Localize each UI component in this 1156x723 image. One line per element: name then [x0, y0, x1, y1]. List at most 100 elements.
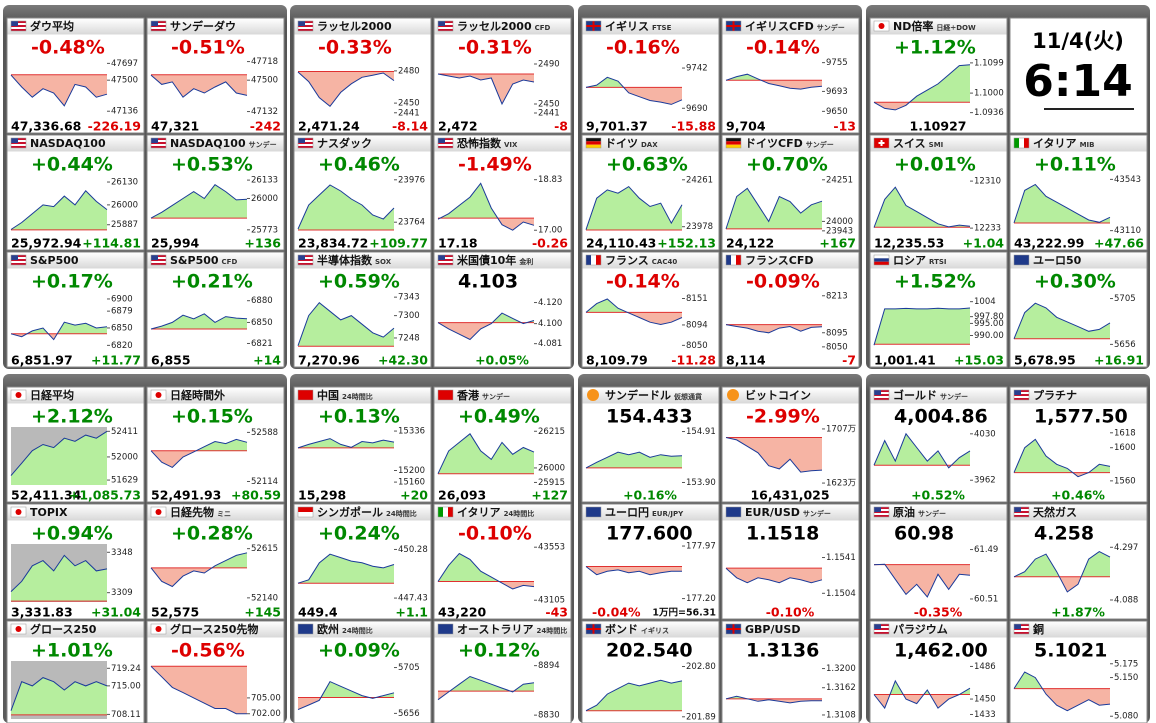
- tick-label: 2441: [398, 108, 420, 118]
- flag-part: [592, 21, 595, 31]
- tile-top: +0.63%: [606, 154, 688, 176]
- flag-part: [1014, 511, 1029, 513]
- tick-label: 26000: [111, 200, 138, 210]
- flag-icon: [585, 506, 602, 518]
- tick-label: 43110: [1114, 226, 1141, 236]
- tick-label: 715.00: [111, 681, 141, 691]
- chart-bg: [874, 661, 970, 719]
- flag-part: [726, 507, 741, 517]
- tick-label: 23976: [398, 175, 425, 185]
- price: 8,109.79: [586, 353, 648, 368]
- flag-icon: [150, 254, 167, 266]
- tile-name: ボンド: [605, 622, 638, 636]
- area-up: [874, 433, 970, 466]
- flag-part: [1014, 138, 1019, 148]
- flag-border: [725, 254, 742, 266]
- price-line: [150, 74, 248, 98]
- flag-icon: [297, 20, 314, 32]
- flag-border: [437, 254, 454, 266]
- tile-name: TOPIX: [30, 506, 68, 519]
- tile-tag: RTSI: [929, 258, 947, 266]
- tick-label: 1.3108: [826, 710, 856, 720]
- flag-icon: [437, 506, 454, 518]
- tile-name: グロース250先物: [170, 622, 258, 636]
- tile-top: 1,577.50: [1034, 406, 1128, 428]
- flag-border: [10, 20, 27, 32]
- flag-border: [437, 137, 454, 149]
- change: +80.59: [231, 488, 281, 503]
- flag-icon: [437, 623, 454, 635]
- tick-label: 51629: [111, 476, 138, 486]
- flag-border: [437, 506, 454, 518]
- tile-tag: サンデー: [482, 392, 510, 401]
- price: 25,994: [151, 236, 200, 251]
- tick-label: 177.97: [686, 542, 716, 552]
- tile-tag: サンデー: [803, 509, 831, 518]
- change: +47.66: [1094, 236, 1144, 251]
- tick-label: 7300: [398, 311, 420, 321]
- price: 52,491.93: [151, 488, 221, 503]
- flag-icon: [873, 137, 890, 149]
- flag-part: [726, 255, 731, 265]
- tile-name: 日経先物: [170, 505, 214, 519]
- change: +15.03: [954, 353, 1004, 368]
- change: -8: [554, 119, 568, 134]
- flag-part: [151, 21, 158, 26]
- tile-header: [294, 387, 431, 404]
- tick-label: 1004: [974, 297, 996, 307]
- change: +14: [253, 353, 281, 368]
- flag-part: [587, 389, 599, 401]
- change: +0.46%: [1051, 488, 1105, 503]
- price-line: [10, 554, 108, 592]
- flag-part: [151, 25, 166, 27]
- area-down: [874, 694, 960, 709]
- price-line: [150, 184, 248, 219]
- price-line: [437, 433, 535, 474]
- tick-label: 8050: [686, 341, 708, 351]
- tick-label: 9690: [686, 104, 708, 114]
- flag-icon: [1013, 623, 1030, 635]
- clock-date: 11/4(火): [1032, 29, 1124, 53]
- tile-name: EUR/USD: [745, 506, 800, 519]
- tile-header: [582, 621, 719, 638]
- tile-top: +0.12%: [458, 640, 540, 662]
- tick-label: 15336: [398, 427, 425, 437]
- tile-header: [147, 504, 284, 521]
- flag-border: [150, 389, 167, 401]
- tile-tag: サンデー: [806, 140, 834, 149]
- tick-label: 26215: [538, 427, 565, 437]
- tick-label: 2450: [538, 100, 560, 110]
- price-line: [1013, 183, 1111, 224]
- flag-part: [438, 255, 453, 257]
- area-down: [438, 691, 534, 700]
- tick-label: 24261: [686, 175, 713, 185]
- price-line: [873, 186, 971, 228]
- tile-name: プラチナ: [1033, 388, 1077, 402]
- price: 9,701.37: [586, 119, 648, 134]
- flag-icon: [437, 389, 454, 401]
- tile-header: [434, 621, 571, 638]
- flag-icon: [150, 389, 167, 401]
- tick-label: 5.080: [1114, 712, 1138, 722]
- flag-border: [297, 254, 314, 266]
- flag-border: [873, 137, 890, 149]
- flag-part: [438, 624, 453, 634]
- tile-top: 1,462.00: [894, 640, 988, 662]
- price-line: [437, 675, 535, 701]
- tile-header: [722, 387, 859, 404]
- flag-part: [155, 509, 162, 515]
- change: +0.52%: [911, 488, 965, 503]
- flag-border: [437, 623, 454, 635]
- tile-header: [147, 621, 284, 638]
- tick-label: 8213: [826, 291, 848, 301]
- tick-label: 8095: [826, 328, 848, 338]
- flag-part: [874, 624, 881, 629]
- flag-border: [10, 254, 27, 266]
- price-line: [1013, 438, 1111, 478]
- tick-label: 708.11: [111, 710, 141, 720]
- tile-name: 銅: [1033, 622, 1044, 636]
- tile-name: シンガポール: [317, 505, 383, 519]
- flag-part: [11, 29, 26, 31]
- change: +31.04: [91, 605, 141, 620]
- tick-label: 1560: [1114, 476, 1136, 486]
